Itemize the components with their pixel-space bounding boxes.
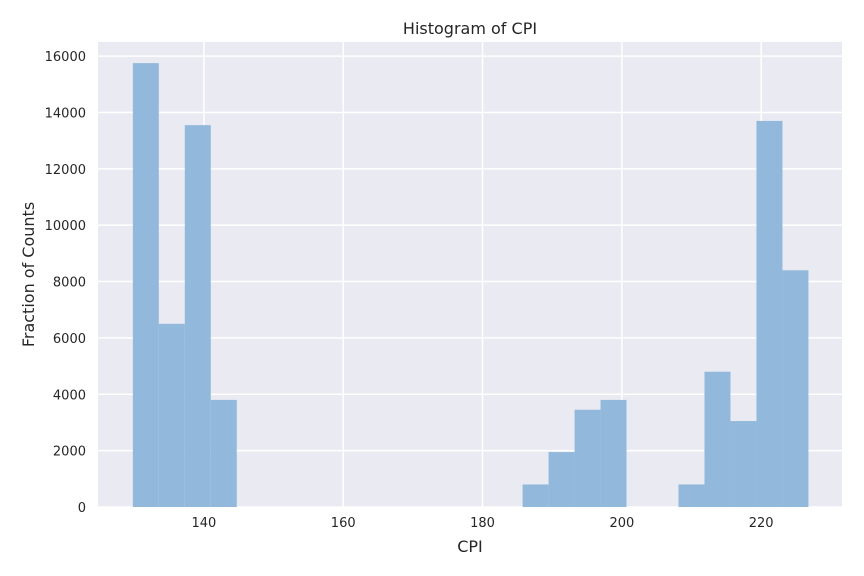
x-tick-label: 220 (749, 516, 774, 531)
y-tick-label: 10000 (45, 219, 86, 234)
histogram-bar (184, 125, 211, 508)
x-tick-label: 180 (470, 516, 495, 531)
y-tick-label: 12000 (45, 163, 86, 178)
y-tick-label: 14000 (45, 106, 86, 121)
x-tick-label: 160 (331, 516, 356, 531)
histogram-bar (730, 421, 757, 507)
histogram-bar (782, 270, 809, 507)
histogram-bar (548, 452, 575, 507)
histogram-bar (158, 323, 185, 507)
histogram-bar (132, 63, 159, 508)
histogram-bar (600, 399, 627, 507)
y-tick-labels: 0 2000 4000 6000 8000 10000 12000 14000 16000 (45, 50, 86, 516)
x-axis-label: CPI (457, 537, 483, 556)
grid-lines (98, 42, 842, 508)
histogram-bar (756, 120, 783, 507)
y-tick-label: 2000 (53, 445, 86, 460)
bars (132, 63, 809, 508)
y-axis-label: Fraction of Counts (19, 202, 38, 347)
x-tick-label: 200 (609, 516, 634, 531)
histogram-bar (210, 399, 237, 507)
histogram-bar (574, 409, 601, 507)
histogram-bar (678, 484, 705, 507)
y-tick-label: 8000 (53, 276, 86, 291)
histogram-bar (704, 371, 731, 507)
x-tick-label: 140 (191, 516, 216, 531)
histogram-bar (522, 484, 549, 507)
x-tick-labels: 140 160 180 200 220 (191, 516, 773, 531)
chart-title: Histogram of CPI (403, 19, 537, 38)
y-tick-label: 6000 (53, 332, 86, 347)
y-tick-label: 16000 (45, 50, 86, 65)
y-tick-label: 0 (78, 501, 86, 516)
y-tick-label: 4000 (53, 388, 86, 403)
